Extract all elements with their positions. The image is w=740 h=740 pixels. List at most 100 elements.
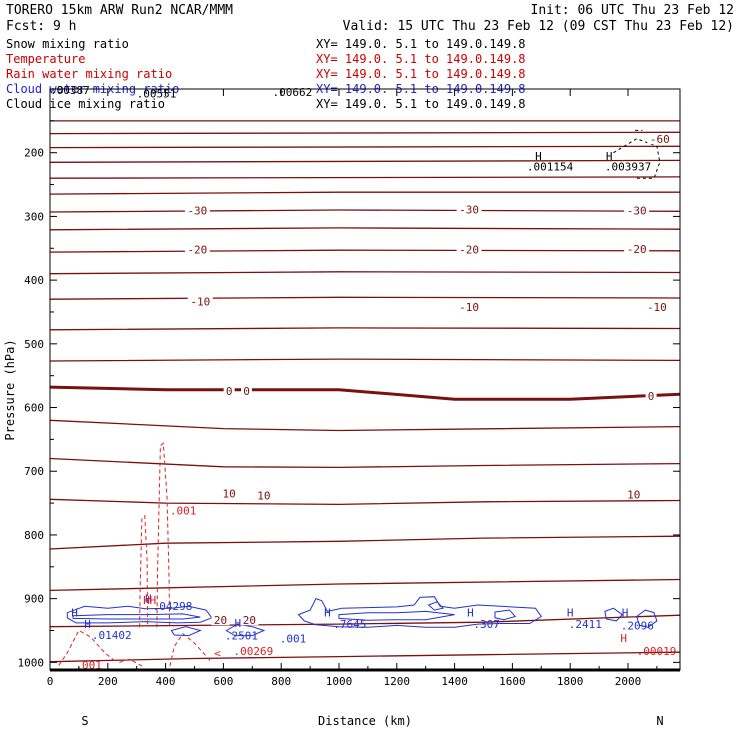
isotherm-line xyxy=(49,327,681,331)
contour-value-label: 20 xyxy=(214,614,227,627)
legend-label: Snow mixing ratio xyxy=(6,37,129,51)
isotherm-line xyxy=(49,614,681,628)
rain-water-contours xyxy=(58,442,213,667)
header-fcst: Fcst: 9 h xyxy=(6,19,76,34)
legend-label: Cloud ice mixing ratio xyxy=(6,97,165,111)
isotherm-line xyxy=(49,191,680,195)
cloud-water-contour xyxy=(636,609,658,628)
isotherm-line xyxy=(49,145,681,149)
contour-value-label: .307 xyxy=(473,618,500,631)
label-backing xyxy=(624,488,643,500)
legend-xy: XY= 149.0. 5.1 to 149.0.149.8 xyxy=(316,52,526,66)
label-backing xyxy=(254,489,273,501)
contour-value-label: .001154 xyxy=(527,161,574,174)
contour-value-label: -10 xyxy=(647,301,667,314)
y-tick-label: 300 xyxy=(24,210,44,223)
contour-value-label: 10 xyxy=(223,487,236,500)
extremum-marker: H xyxy=(606,150,613,163)
cloud-water-contour xyxy=(297,596,543,628)
contour-value-label: .001 xyxy=(170,505,197,518)
contour-value-label: -10 xyxy=(190,296,210,309)
x-tick-label: 0 xyxy=(47,675,54,688)
isotherm-line xyxy=(49,419,681,432)
contour-value-label: 0 xyxy=(648,390,655,403)
header-valid: Valid: 15 UTC Thu 23 Feb 12 (09 CST Thu … xyxy=(343,19,734,34)
extremum-marker: H xyxy=(622,607,629,620)
cloud-ice-contours xyxy=(613,129,661,179)
y-axis-label: Pressure (hPa) xyxy=(3,339,17,440)
cloud-water-contour xyxy=(338,610,455,621)
extremum-marker: H xyxy=(71,607,78,620)
y-tick-label: 600 xyxy=(24,402,44,415)
isotherm-line xyxy=(49,209,681,213)
cloud-water-contour xyxy=(604,607,623,622)
label-backing xyxy=(456,243,482,255)
contour-value-label: 0 xyxy=(243,385,250,398)
label-backing xyxy=(647,133,673,145)
x-tick-label: 200 xyxy=(98,675,118,688)
contour-labels: -60-30 -30 -30-20 -20 -20-10 -10 -100 0 010 10 102… xyxy=(50,84,676,672)
x-axis-label: Distance (km) xyxy=(318,714,412,728)
x-end-label-left: S xyxy=(81,714,88,728)
contour-value-label: .2411 xyxy=(569,618,602,631)
extremum-marker: H xyxy=(467,607,474,620)
isotherm-line xyxy=(49,176,681,179)
contour-value-label: .00019 xyxy=(637,645,677,658)
contour-value-label: 10 xyxy=(257,489,270,502)
extremum-marker: HH xyxy=(143,594,156,607)
contour-value-label: .7645 xyxy=(333,618,366,631)
cloud-water-contours xyxy=(66,596,658,637)
rain-water-contour xyxy=(139,514,149,628)
contour-value-label: .2096 xyxy=(621,619,654,632)
x-tick-label: 1800 xyxy=(557,675,584,688)
contour-value-label: -20 xyxy=(187,243,207,256)
x-tick-label: 800 xyxy=(271,675,291,688)
extremum-marker: < xyxy=(214,647,221,660)
contour-value-label: -30 xyxy=(459,203,479,216)
label-backing xyxy=(624,204,650,216)
rain-water-contour xyxy=(169,632,213,667)
legend-label: Rain water mixing ratio xyxy=(6,67,172,81)
contour-value-label: .001 xyxy=(280,633,307,646)
cloud-water-contour xyxy=(66,605,213,624)
contour-value-label: .01402 xyxy=(92,629,132,642)
rain-water-contour xyxy=(58,629,117,666)
legend-label: Temperature xyxy=(6,52,85,66)
extremum-marker: H xyxy=(145,593,152,606)
x-tick-label: 1400 xyxy=(441,675,468,688)
y-tick-label: 700 xyxy=(24,465,44,478)
label-backing xyxy=(187,295,213,307)
label-backing xyxy=(220,487,239,499)
isotherm-line xyxy=(49,271,681,275)
label-backing xyxy=(644,300,670,312)
contour-value-label: 0 xyxy=(226,385,233,398)
x-tick-label: 1200 xyxy=(384,675,411,688)
contour-value-label: -10 xyxy=(459,301,479,314)
isotherm-line xyxy=(49,249,681,253)
temperature-isotherms xyxy=(49,120,681,663)
isotherm-line xyxy=(49,535,681,550)
isotherm-line xyxy=(49,498,681,506)
contour-value-label: -30 xyxy=(627,205,647,218)
cloud-water-contour xyxy=(494,609,517,621)
label-backing xyxy=(184,243,210,255)
extremum-marker: H xyxy=(620,632,627,645)
y-tick-label: 900 xyxy=(24,593,44,606)
x-tick-label: 1600 xyxy=(499,675,526,688)
cloud-water-contour xyxy=(427,601,444,611)
rain-water-contour xyxy=(156,442,171,628)
header-init: Init: 06 UTC Thu 23 Feb 12 xyxy=(531,3,735,18)
contour-value-label: .003937 xyxy=(605,161,651,174)
legend: Snow mixing ratio XY= 149.0. 5.1 to 149.0… xyxy=(6,37,526,111)
cloud-water-contour xyxy=(72,613,201,620)
label-backing xyxy=(223,384,235,396)
rain-water-contour xyxy=(119,658,143,667)
contour-value-label: 20 xyxy=(243,614,256,627)
contour-value-label: .04298 xyxy=(153,600,193,613)
extremum-marker: H xyxy=(324,607,331,620)
contour-value-label: .00269 xyxy=(234,645,274,658)
label-backing xyxy=(241,384,253,396)
y-tick-label: 200 xyxy=(24,147,44,160)
